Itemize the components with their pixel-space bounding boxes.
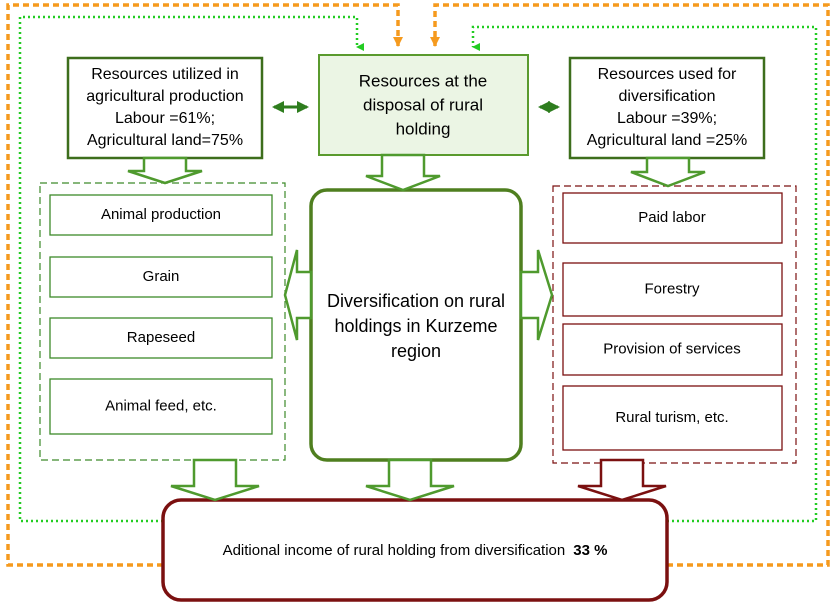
block-arrow xyxy=(365,153,441,192)
item-text: Rural turism, etc. xyxy=(615,409,728,426)
box-text: Resources utilized in xyxy=(91,66,239,83)
block-arrow xyxy=(365,458,455,502)
item-text: Rapeseed xyxy=(127,329,195,346)
item-box xyxy=(562,323,783,376)
box-text: Labour =39%; xyxy=(617,110,717,127)
block-arrow xyxy=(170,458,260,502)
block-arrow xyxy=(577,458,667,502)
item-text: Paid labor xyxy=(638,209,706,226)
item-box xyxy=(49,378,273,435)
box-text: Resources used for xyxy=(598,66,737,83)
income-value: 33 % xyxy=(573,542,607,559)
item-text: Provision of services xyxy=(603,340,741,357)
box-text: Resources at the xyxy=(359,71,488,90)
item-text: Animal feed, etc. xyxy=(105,397,217,414)
income-text: Aditional income of rural holding from d… xyxy=(223,542,608,559)
box-text: holdings in Kurzeme xyxy=(334,316,497,336)
box-text: Labour =61%; xyxy=(115,110,215,127)
item-box xyxy=(562,192,783,244)
item-box xyxy=(562,385,783,451)
income-box xyxy=(161,498,669,602)
dashed-group xyxy=(552,185,797,464)
box-text: Agricultural land=75% xyxy=(87,132,243,149)
block-arrow xyxy=(630,156,706,188)
item-text: Grain xyxy=(143,268,180,285)
box-text: diversification xyxy=(619,88,716,105)
item-box xyxy=(49,256,273,298)
box-text: region xyxy=(391,341,441,361)
dashed-line xyxy=(6,3,403,567)
item-box xyxy=(49,317,273,359)
box-text: Diversification on rural xyxy=(327,291,505,311)
block-arrow xyxy=(127,156,203,185)
box xyxy=(318,54,529,156)
block-arrow xyxy=(283,249,313,341)
box-text: agricultural production xyxy=(86,88,243,105)
box xyxy=(66,56,264,160)
block-arrow xyxy=(519,249,554,341)
dashed-line xyxy=(430,3,830,567)
income-label: Aditional income of rural holding from d… xyxy=(223,542,566,559)
item-text: Forestry xyxy=(644,280,700,297)
feedback-lines xyxy=(6,3,830,567)
item-box xyxy=(562,262,783,317)
dotted-line xyxy=(18,15,364,523)
box-text: holding xyxy=(396,119,451,138)
box-text: Agricultural land =25% xyxy=(587,132,748,149)
item-box xyxy=(49,194,273,236)
box-text: disposal of rural xyxy=(363,95,483,114)
item-text: Animal production xyxy=(101,206,221,223)
